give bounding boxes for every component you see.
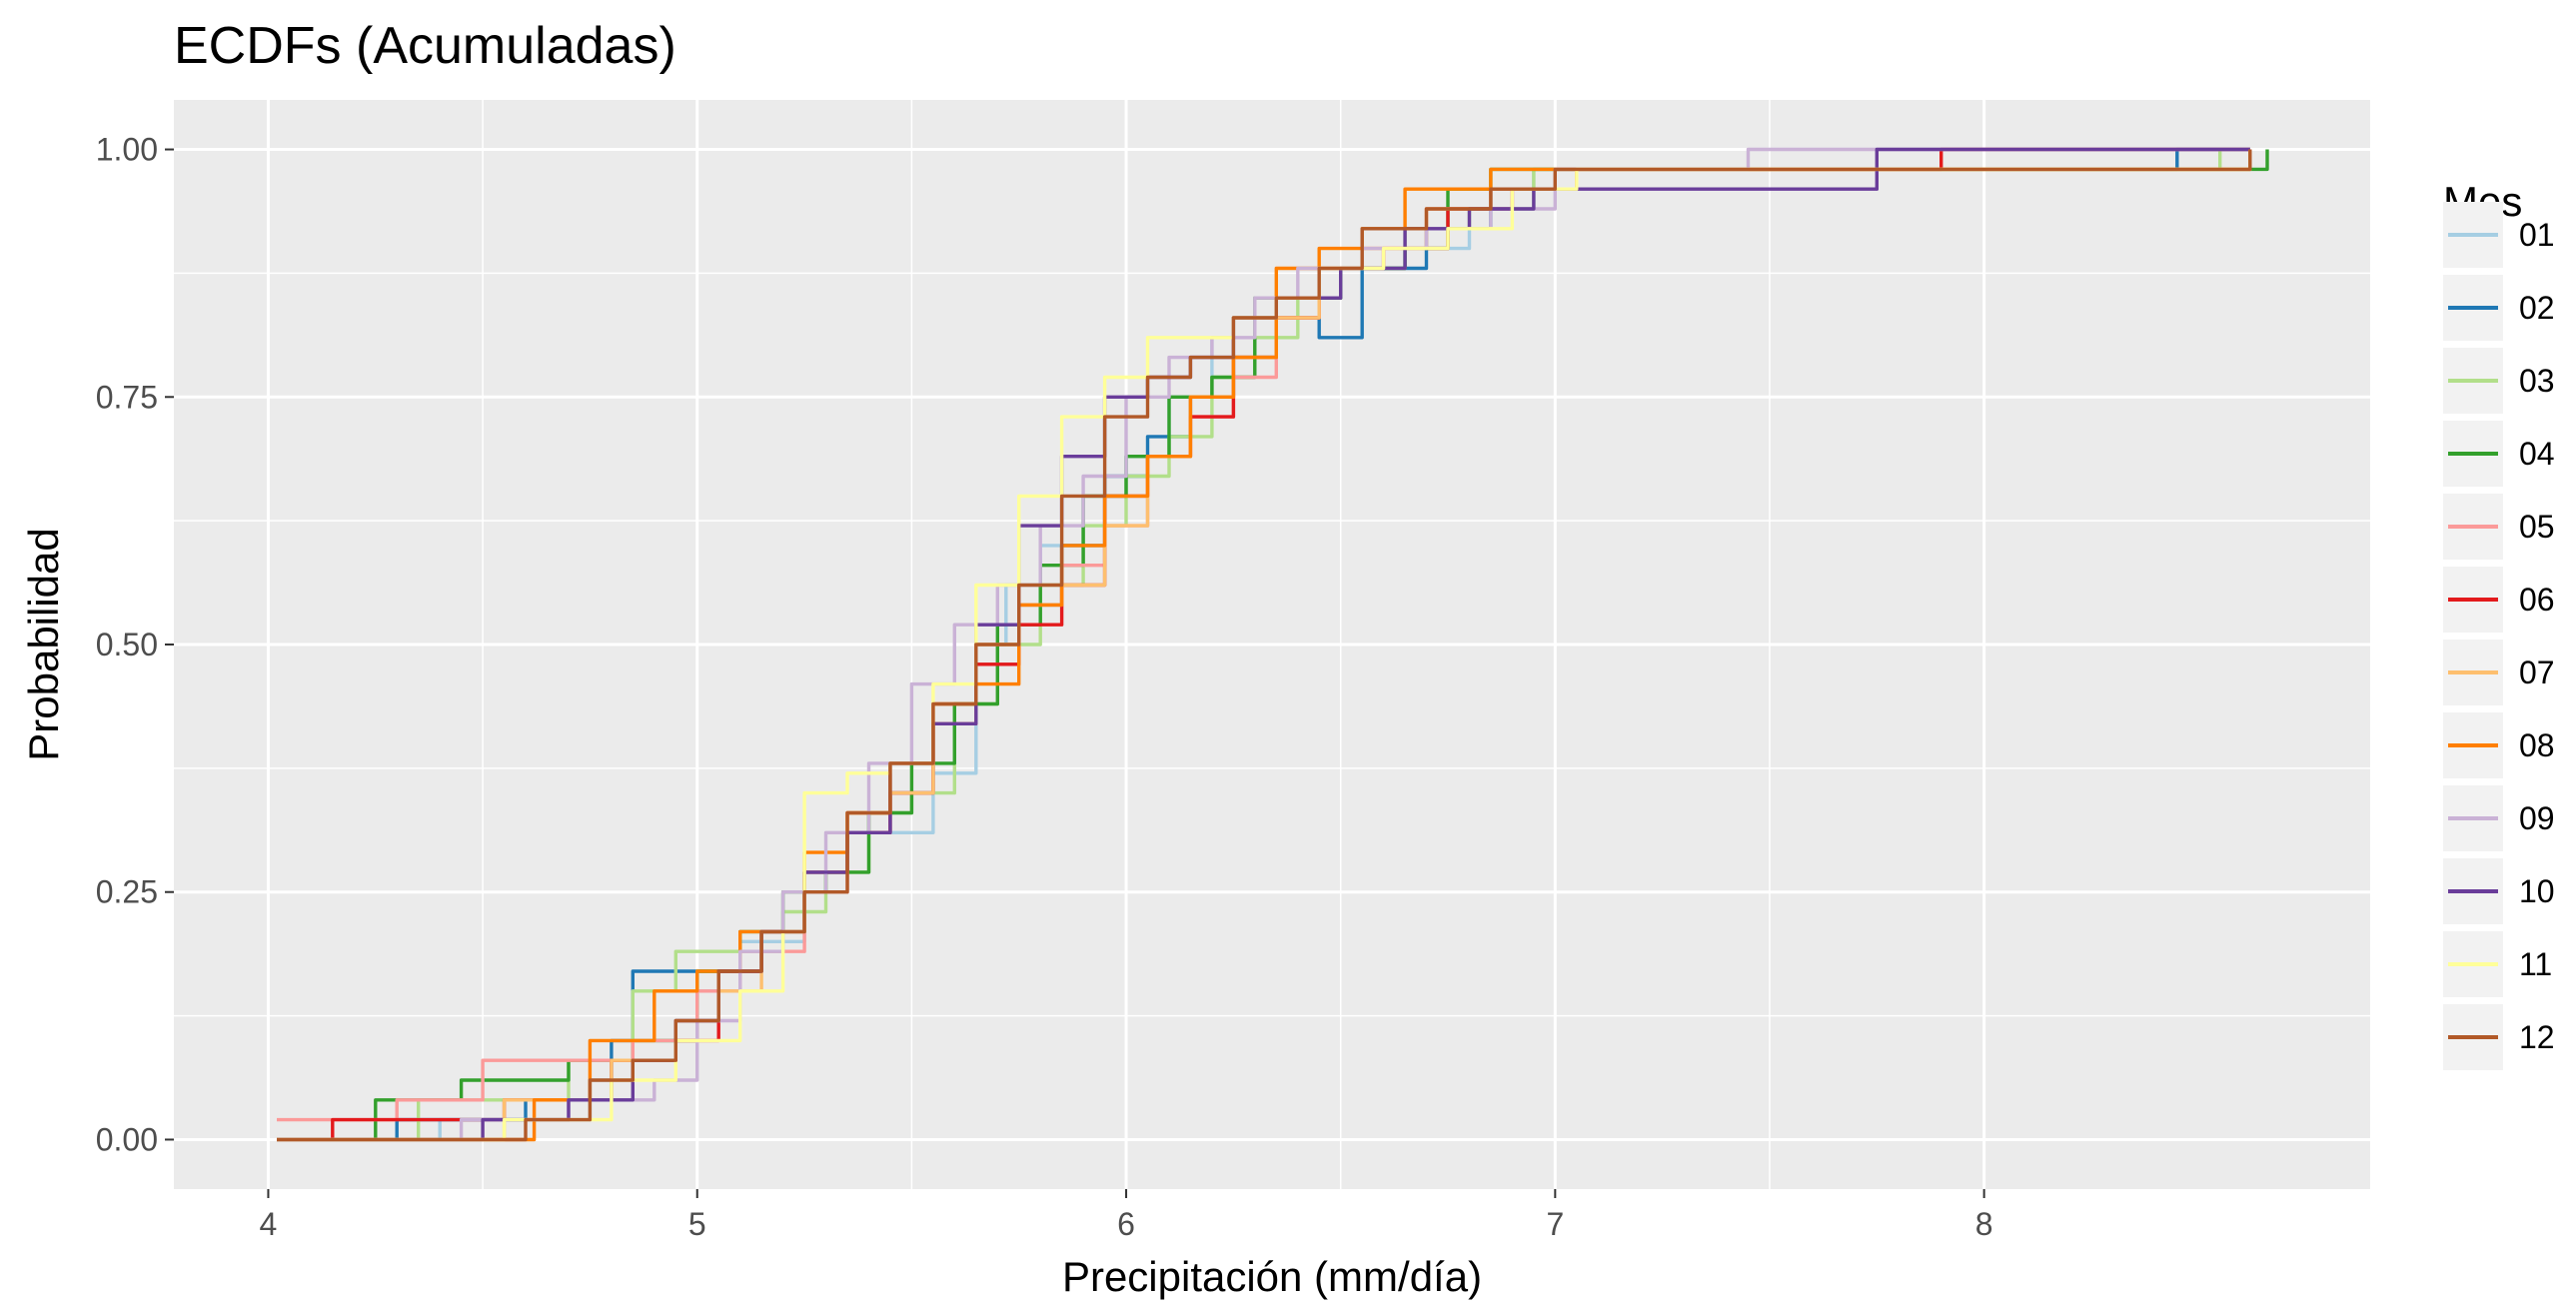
x-tick-label: 8 <box>1975 1206 1993 1242</box>
legend-label-05: 05 <box>2519 509 2555 545</box>
legend-label-11: 11 <box>2519 946 2552 982</box>
x-axis-title: Precipitación (mm/día) <box>1062 1253 1482 1300</box>
x-tick-label: 5 <box>688 1206 706 1242</box>
y-axis-ticks: 0.00 0.25 0.50 0.75 1.00 <box>96 132 174 1157</box>
legend-label-04: 04 <box>2519 436 2555 472</box>
legend-label-12: 12 <box>2519 1019 2555 1055</box>
legend-items: 01 02 03 04 05 06 07 08 09 10 11 12 <box>2443 202 2555 1070</box>
legend-label-03: 03 <box>2519 363 2555 399</box>
y-tick-label: 0.25 <box>96 874 158 910</box>
y-tick-label: 0.00 <box>96 1121 158 1157</box>
series-lines <box>277 147 2269 1142</box>
y-tick-label: 0.50 <box>96 627 158 662</box>
legend-label-10: 10 <box>2519 873 2555 909</box>
y-axis-title: Probabilidad <box>20 528 67 761</box>
y-tick-label: 1.00 <box>96 132 158 168</box>
chart-title: ECDFs (Acumuladas) <box>174 17 676 75</box>
legend-label-08: 08 <box>2519 727 2555 763</box>
legend-label-07: 07 <box>2519 655 2555 690</box>
legend-label-06: 06 <box>2519 582 2555 618</box>
legend-label-09: 09 <box>2519 800 2555 836</box>
x-tick-label: 7 <box>1546 1206 1564 1242</box>
legend-label-02: 02 <box>2519 290 2555 326</box>
x-tick-label: 4 <box>260 1206 278 1242</box>
x-axis-ticks: 4 5 6 7 8 <box>260 1189 1993 1242</box>
y-tick-label: 0.75 <box>96 379 158 415</box>
x-tick-label: 6 <box>1117 1206 1135 1242</box>
series-line-12 <box>277 149 2252 1142</box>
legend-label-01: 01 <box>2519 217 2555 253</box>
